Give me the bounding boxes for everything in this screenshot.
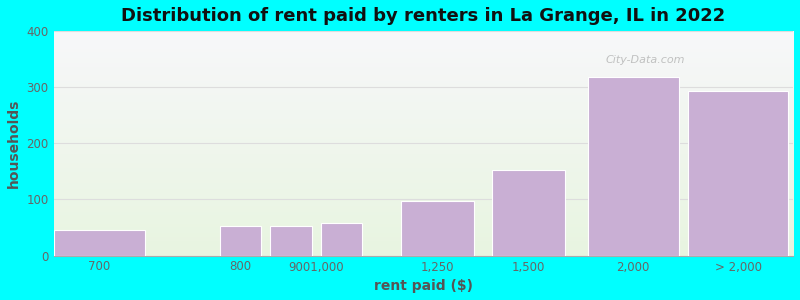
Title: Distribution of rent paid by renters in La Grange, IL in 2022: Distribution of rent paid by renters in … — [122, 7, 726, 25]
X-axis label: rent paid ($): rent paid ($) — [374, 279, 473, 293]
Bar — [54, 230, 145, 256]
Text: City-Data.com: City-Data.com — [606, 55, 685, 65]
Bar — [270, 226, 311, 256]
Bar — [220, 226, 262, 256]
Bar — [588, 77, 679, 256]
Bar — [401, 200, 474, 256]
Bar — [688, 91, 789, 256]
Bar — [492, 170, 565, 256]
Bar — [321, 223, 362, 256]
Y-axis label: households: households — [7, 98, 21, 188]
